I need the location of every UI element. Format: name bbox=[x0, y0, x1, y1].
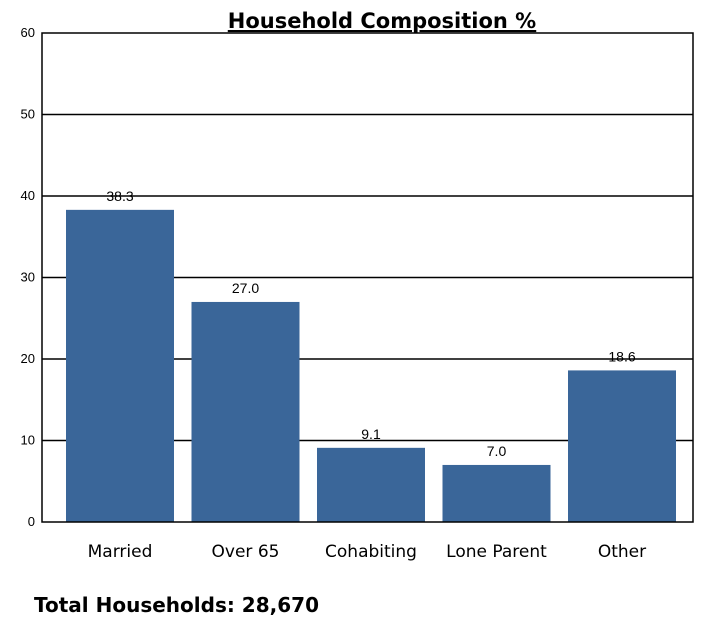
data-label: 38.3 bbox=[106, 188, 133, 204]
category-label: Other bbox=[598, 542, 646, 562]
bar-lone-parent bbox=[442, 464, 551, 522]
bar-other bbox=[568, 370, 676, 522]
household-composition-chart: Household Composition % 0 10 20 30 40 50 60 38.… bbox=[21, 9, 694, 562]
data-label: 7.0 bbox=[487, 443, 507, 459]
data-label: 18.6 bbox=[608, 348, 635, 364]
total-households-text: Total Households: 28,670 bbox=[34, 593, 319, 617]
y-tick-label: 0 bbox=[28, 514, 35, 529]
chart-title: Household Composition % bbox=[228, 9, 536, 33]
y-tick-label: 20 bbox=[21, 351, 35, 366]
y-tick-label: 60 bbox=[21, 25, 35, 40]
data-label: 9.1 bbox=[361, 426, 381, 442]
bar-married bbox=[66, 209, 174, 523]
category-label: Cohabiting bbox=[325, 542, 417, 562]
bar-cohabiting bbox=[317, 447, 425, 522]
y-tick-label: 40 bbox=[21, 188, 35, 203]
y-tick-label: 30 bbox=[21, 270, 35, 285]
category-label: Married bbox=[88, 542, 153, 562]
category-label: Lone Parent bbox=[446, 542, 547, 562]
y-tick-label: 10 bbox=[21, 433, 35, 448]
labels-layer: 0 10 20 30 40 50 60 38.3 Married 27.0 Over 65 9.1 Co… bbox=[21, 25, 647, 562]
data-label: 27.0 bbox=[232, 280, 259, 296]
bars-layer bbox=[66, 209, 676, 523]
plot-frame bbox=[41, 32, 694, 523]
category-label: Over 65 bbox=[212, 542, 280, 562]
bar-over-65 bbox=[191, 301, 300, 522]
y-tick-label: 50 bbox=[21, 107, 35, 122]
